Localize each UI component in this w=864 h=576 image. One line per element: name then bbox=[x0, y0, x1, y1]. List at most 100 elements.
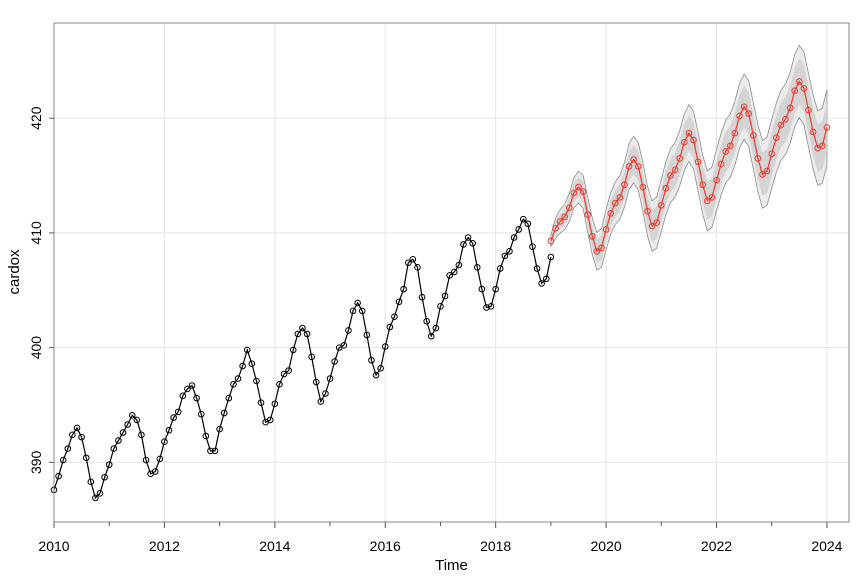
forecast-point bbox=[634, 163, 642, 170]
forecast-point bbox=[745, 110, 753, 117]
observed-point bbox=[289, 346, 297, 354]
observed-point bbox=[96, 490, 104, 497]
observed-point bbox=[101, 473, 108, 481]
observed-point bbox=[423, 317, 430, 325]
forecast-point bbox=[561, 213, 568, 221]
confidence-band-95 bbox=[550, 44, 828, 271]
observed-point bbox=[492, 285, 499, 293]
observed-point bbox=[460, 241, 467, 248]
observed-point bbox=[225, 394, 233, 402]
observed-point bbox=[188, 382, 196, 389]
forecast-point bbox=[823, 124, 831, 131]
observed-point bbox=[202, 432, 210, 440]
forecast-point bbox=[598, 244, 605, 252]
forecast-line bbox=[550, 80, 828, 253]
forecast-point bbox=[662, 184, 670, 192]
observed-point bbox=[542, 275, 550, 283]
observed-point bbox=[156, 455, 164, 463]
forecast-point bbox=[786, 104, 794, 112]
observed-point bbox=[395, 298, 403, 306]
observed-point bbox=[414, 264, 421, 271]
x-tick-label: 2010 bbox=[38, 538, 69, 554]
forecast-point bbox=[809, 128, 817, 136]
observed-point bbox=[455, 261, 463, 269]
observed-point bbox=[506, 247, 513, 255]
observed-point bbox=[142, 456, 150, 464]
observed-point bbox=[331, 358, 338, 365]
y-tick-label: 400 bbox=[28, 336, 44, 360]
observed-point bbox=[386, 323, 394, 331]
observed-point bbox=[349, 307, 357, 315]
observed-point bbox=[257, 399, 265, 406]
y-tick-label: 420 bbox=[28, 106, 44, 130]
x-axis: 2010 2012 2014 2016 2018 2020 2022 2024 bbox=[38, 522, 843, 554]
observed-point bbox=[124, 421, 131, 428]
observed-point bbox=[368, 356, 375, 364]
forecast-point bbox=[648, 222, 656, 230]
observed-point bbox=[243, 346, 251, 354]
observed-point bbox=[82, 454, 90, 462]
observed-point bbox=[266, 416, 274, 424]
observed-point bbox=[469, 239, 476, 247]
forecast-point bbox=[773, 134, 780, 142]
observed-point bbox=[538, 280, 545, 287]
observed-point bbox=[432, 324, 440, 332]
forecast-point bbox=[575, 183, 582, 191]
forecast-point bbox=[588, 233, 596, 240]
observed-point bbox=[510, 234, 518, 241]
x-tick-label: 2018 bbox=[480, 538, 511, 554]
observed-point bbox=[308, 353, 315, 361]
forecast-point bbox=[552, 225, 559, 232]
observed-point bbox=[253, 377, 260, 385]
observed-point bbox=[216, 425, 223, 433]
forecast-point bbox=[754, 155, 762, 162]
forecast-point bbox=[736, 112, 743, 120]
observed-point bbox=[193, 394, 200, 402]
observed-point bbox=[427, 332, 435, 340]
observed-point bbox=[230, 381, 237, 388]
observed-point bbox=[547, 253, 555, 261]
observed-point bbox=[138, 431, 145, 439]
observed-point bbox=[400, 285, 407, 293]
x-tick-label: 2020 bbox=[591, 538, 622, 554]
x-tick-label: 2016 bbox=[370, 538, 401, 554]
observed-point bbox=[115, 437, 122, 444]
forecast-point bbox=[680, 139, 688, 146]
observed-point bbox=[478, 285, 486, 293]
forecast-point bbox=[630, 156, 637, 163]
observed-point bbox=[184, 385, 191, 393]
observed-point bbox=[211, 447, 219, 455]
x-tick-label: 2024 bbox=[811, 538, 842, 554]
forecast-point bbox=[727, 142, 734, 150]
x-tick-label: 2022 bbox=[701, 538, 732, 554]
observed-point bbox=[441, 292, 449, 300]
observed-point bbox=[303, 330, 311, 338]
x-axis-title: Time bbox=[435, 557, 468, 574]
observed-point bbox=[404, 259, 412, 267]
forecast-point bbox=[699, 181, 706, 189]
forecast-point bbox=[625, 163, 633, 170]
x-tick-label: 2014 bbox=[259, 538, 290, 554]
observed-point bbox=[519, 215, 527, 223]
forecast-point bbox=[750, 132, 757, 139]
observed-point bbox=[161, 438, 168, 446]
forecast-series bbox=[547, 78, 831, 255]
observed-point bbox=[276, 381, 283, 388]
forecast-point bbox=[685, 129, 693, 137]
observed-point bbox=[529, 243, 536, 250]
observed-point bbox=[87, 478, 95, 486]
forecast-point bbox=[639, 183, 647, 191]
observed-point bbox=[294, 330, 302, 338]
observed-point bbox=[340, 342, 348, 349]
forecast-point bbox=[731, 129, 739, 137]
observed-point bbox=[78, 433, 85, 441]
forecast-point bbox=[644, 207, 651, 215]
observed-point bbox=[483, 304, 490, 311]
observed-point bbox=[110, 445, 118, 452]
forecast-point bbox=[740, 103, 748, 111]
forecast-point bbox=[796, 78, 803, 85]
observed-point bbox=[174, 408, 182, 416]
forecast-point bbox=[703, 197, 711, 205]
